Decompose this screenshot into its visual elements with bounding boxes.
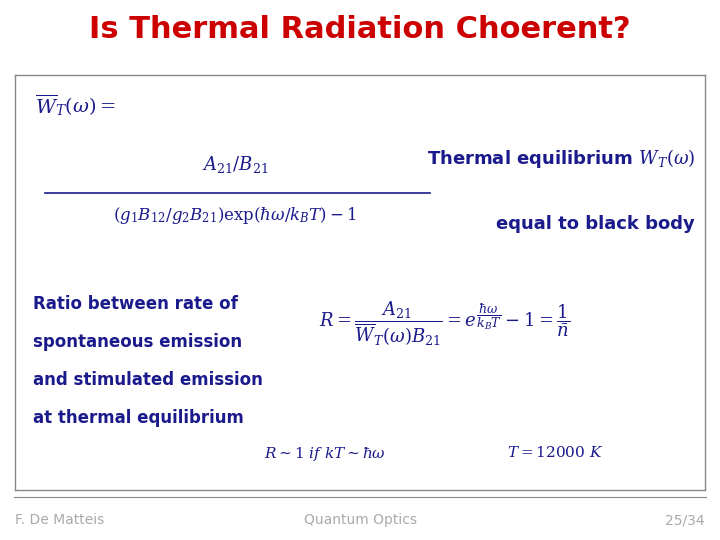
Text: Thermal equilibrium $W_T(\omega)$: Thermal equilibrium $W_T(\omega)$: [426, 147, 695, 170]
Text: F. De Matteis: F. De Matteis: [15, 513, 104, 527]
Text: $(g_1B_{12}/g_2B_{21})\mathrm{exp}(\hbar\omega/k_BT)-1$: $(g_1B_{12}/g_2B_{21})\mathrm{exp}(\hbar…: [113, 205, 357, 226]
Text: $\overline{W}_T(\omega) = $: $\overline{W}_T(\omega) = $: [35, 92, 116, 118]
Text: Is Thermal Radiation Choerent?: Is Thermal Radiation Choerent?: [89, 16, 631, 44]
Text: and stimulated emission: and stimulated emission: [33, 371, 263, 389]
Text: $A_{21} / B_{21}$: $A_{21} / B_{21}$: [202, 154, 269, 175]
Text: $T=12000\ K$: $T=12000\ K$: [507, 445, 603, 460]
Text: 25/34: 25/34: [665, 513, 705, 527]
Text: Ratio between rate of: Ratio between rate of: [33, 295, 238, 313]
Text: spontaneous emission: spontaneous emission: [33, 333, 242, 351]
Text: at thermal equilibrium: at thermal equilibrium: [33, 409, 244, 427]
Text: equal to black body: equal to black body: [496, 215, 695, 233]
Text: $R\sim 1\ if\ kT\sim \hbar\omega$: $R\sim 1\ if\ kT\sim \hbar\omega$: [264, 445, 386, 463]
Text: Quantum Optics: Quantum Optics: [304, 513, 416, 527]
Text: $R = \dfrac{A_{21}}{\overline{W}_T(\omega)B_{21}} = e^{\dfrac{\hbar\omega}{k_BT}: $R = \dfrac{A_{21}}{\overline{W}_T(\omeg…: [320, 300, 571, 348]
